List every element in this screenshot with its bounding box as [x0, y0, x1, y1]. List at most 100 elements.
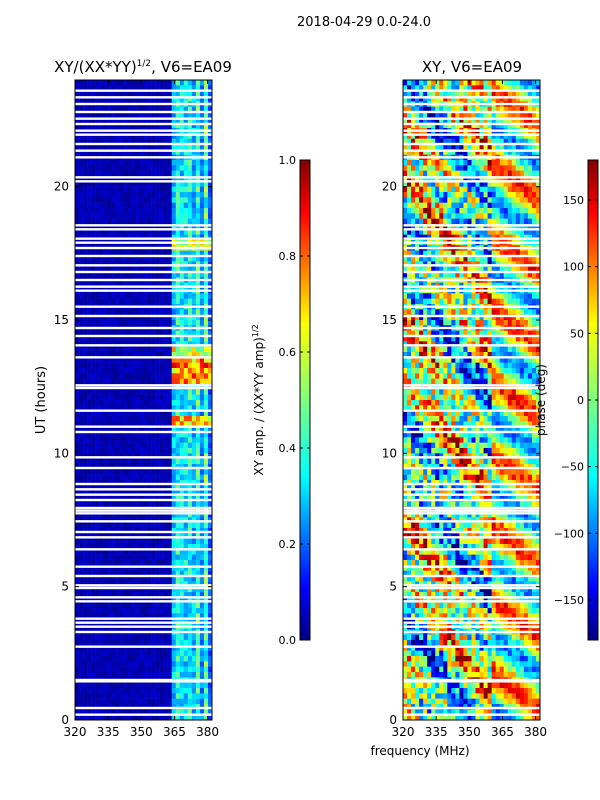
- heatmap-cell: [499, 117, 505, 123]
- heatmap-cell: [135, 602, 140, 609]
- heatmap-cell: [183, 570, 189, 577]
- heatmap-cell: [159, 336, 164, 342]
- heatmap-cell: [167, 640, 173, 646]
- heatmap-cell: [99, 576, 104, 582]
- heatmap-cell: [111, 138, 116, 145]
- heatmap-cell: [75, 570, 80, 577]
- heatmap-cell: [127, 117, 132, 123]
- heatmap-cell: [199, 213, 205, 219]
- heatmap-cell: [183, 448, 189, 454]
- heatmap-cell: [115, 357, 120, 363]
- heatmap-cell: [155, 693, 160, 699]
- heatmap-cell: [151, 202, 156, 209]
- heatmap-cell: [91, 224, 96, 230]
- heatmap-cell: [207, 666, 213, 673]
- heatmap-cell: [127, 400, 132, 406]
- heatmap-cell: [187, 202, 193, 209]
- heatmap-cell: [127, 554, 132, 561]
- heatmap-cell: [139, 549, 144, 555]
- heatmap-cell: [83, 400, 88, 406]
- heatmap-cell: [159, 90, 164, 97]
- heatmap-cell: [159, 608, 164, 614]
- heatmap-cell: [103, 394, 108, 401]
- heatmap-cell: [415, 96, 420, 102]
- heatmap-cell: [75, 512, 80, 518]
- heatmap-cell: [179, 272, 185, 278]
- y-tick-label: 0: [61, 713, 69, 727]
- heatmap-cell: [155, 202, 160, 209]
- heatmap-cell: [103, 378, 108, 385]
- heatmap-cell: [179, 666, 185, 673]
- heatmap-cell: [151, 192, 156, 198]
- heatmap-cell: [163, 293, 168, 299]
- heatmap-cell: [75, 693, 80, 699]
- heatmap-cell: [79, 426, 84, 433]
- heatmap-cell: [103, 666, 108, 673]
- heatmap-cell: [171, 714, 177, 721]
- heatmap-cell: [87, 352, 92, 358]
- heatmap-cell: [495, 160, 501, 166]
- heatmap-cell: [107, 469, 112, 475]
- heatmap-cell: [159, 117, 164, 123]
- heatmap-cell: [519, 122, 525, 129]
- heatmap-cell: [139, 576, 144, 582]
- heatmap-cell: [119, 613, 124, 619]
- heatmap-cell: [107, 346, 112, 353]
- heatmap-cell: [159, 405, 164, 411]
- heatmap-cell: [111, 437, 116, 443]
- heatmap-cell: [79, 85, 84, 91]
- heatmap-cell: [139, 96, 144, 102]
- heatmap-cell: [123, 90, 128, 97]
- heatmap-cell: [179, 544, 185, 550]
- heatmap-cell: [163, 170, 168, 177]
- heatmap-cell: [83, 122, 88, 129]
- heatmap-cell: [87, 378, 92, 385]
- heatmap-cell: [111, 592, 116, 598]
- heatmap-cell: [203, 640, 209, 646]
- heatmap-cell: [403, 149, 408, 155]
- heatmap-cell: [151, 469, 156, 475]
- heatmap-cell: [91, 501, 96, 507]
- heatmap-cell: [143, 186, 148, 193]
- heatmap-cell: [87, 202, 92, 209]
- heatmap-cell: [163, 698, 168, 705]
- heatmap-cell: [167, 197, 173, 203]
- heatmap-cell: [447, 85, 452, 91]
- heatmap-cell: [123, 389, 128, 395]
- flagged-row: [75, 509, 212, 512]
- heatmap-cell: [183, 186, 189, 193]
- heatmap-cell: [431, 138, 436, 145]
- heatmap-cell: [403, 197, 408, 203]
- heatmap-cell: [151, 592, 156, 598]
- heatmap-cell: [135, 144, 140, 150]
- heatmap-cell: [139, 117, 144, 123]
- heatmap-cell: [183, 213, 189, 219]
- heatmap-cell: [119, 352, 124, 358]
- y-axis-label: UT (hours): [34, 366, 49, 434]
- heatmap-cell: [175, 149, 181, 155]
- heatmap-cell: [195, 512, 201, 518]
- heatmap-cell: [99, 165, 104, 171]
- heatmap-cell: [111, 96, 116, 102]
- heatmap-cell: [75, 640, 80, 646]
- heatmap-cell: [167, 512, 173, 518]
- heatmap-cell: [127, 709, 132, 715]
- heatmap-cell: [91, 405, 96, 411]
- heatmap-cell: [195, 181, 201, 187]
- heatmap-cell: [79, 437, 84, 443]
- heatmap-cell: [151, 373, 156, 379]
- heatmap-cell: [143, 90, 148, 97]
- heatmap-cell: [479, 160, 484, 166]
- heatmap-cell: [471, 80, 476, 86]
- heatmap-cell: [95, 229, 100, 235]
- heatmap-cell: [103, 608, 108, 614]
- heatmap-cell: [435, 176, 440, 182]
- heatmap-cell: [195, 501, 201, 507]
- heatmap-cell: [111, 224, 116, 230]
- heatmap-cell: [95, 688, 100, 694]
- heatmap-cell: [91, 400, 96, 406]
- heatmap-cell: [455, 138, 460, 145]
- heatmap-cell: [75, 405, 80, 411]
- heatmap-cell: [403, 133, 408, 139]
- heatmap-cell: [427, 144, 432, 150]
